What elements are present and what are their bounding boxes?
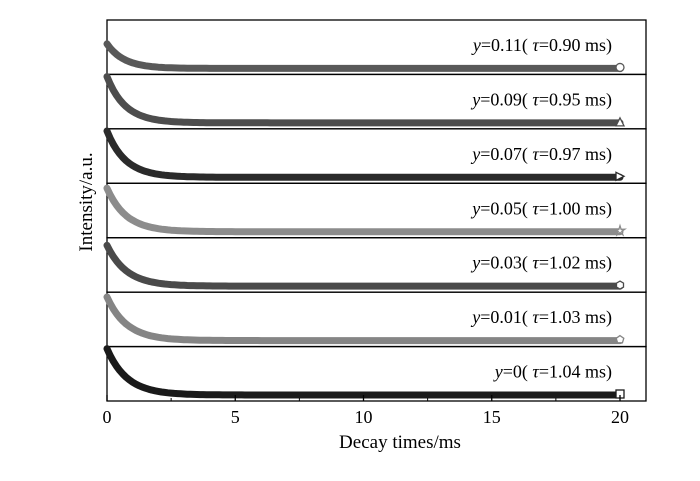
label-value: =0.01( [480, 307, 532, 328]
decay-curve [103, 40, 624, 72]
panel-0: y=0.11( τ=0.90 ms) [103, 19, 647, 76]
label-tau: τ [532, 35, 539, 55]
panel-1: y=0.09( τ=0.95 ms) [103, 73, 647, 130]
label-tau: τ [532, 198, 539, 218]
panel-4: y=0.03( τ=1.02 ms) [103, 237, 647, 293]
panel-label: y=0.07( τ=0.97 ms) [470, 144, 612, 165]
label-variable: y [470, 253, 480, 273]
x-axis: 0 5 10 15 20 [103, 395, 629, 427]
label-variable: y [470, 144, 480, 164]
label-tau: τ [532, 144, 539, 164]
label-tau: τ [532, 253, 539, 273]
end-marker-hexagon [615, 280, 625, 290]
label-tau-value: =0.97 ms) [539, 144, 612, 165]
decay-curve [103, 73, 624, 127]
label-variable: y [493, 362, 503, 382]
end-marker-star [612, 223, 628, 237]
label-tau-value: =0.95 ms) [539, 89, 612, 110]
end-marker-triangle [614, 116, 626, 127]
panel-label: y=0.03( τ=1.02 ms) [470, 253, 612, 274]
decay-curve [103, 184, 624, 236]
label-value: =0.07( [480, 144, 532, 165]
label-value: =0.11( [481, 35, 532, 56]
label-tau: τ [532, 307, 539, 327]
y-axis-label: Intensity/a.u. [76, 152, 97, 251]
x-tick-label: 15 [483, 407, 501, 427]
label-tau: τ [532, 89, 539, 109]
x-tick-label: 0 [103, 407, 112, 427]
x-tick-label: 20 [611, 407, 629, 427]
label-tau-value: =1.04 ms) [539, 362, 612, 383]
label-value: =0.03( [480, 253, 532, 274]
label-value: =0.09( [480, 89, 532, 110]
label-tau-value: =0.90 ms) [539, 35, 612, 56]
x-axis-label: Decay times/ms [339, 432, 461, 453]
panel-6: y=0( τ=1.04 ms) [103, 345, 647, 402]
label-variable: y [470, 307, 480, 327]
label-tau-value: =1.02 ms) [539, 253, 612, 274]
x-tick-label: 5 [231, 407, 240, 427]
end-marker-pentagon [615, 334, 625, 344]
panel-label: y=0.01( τ=1.03 ms) [470, 307, 612, 328]
x-tick-label: 10 [355, 407, 373, 427]
decay-curve [103, 241, 624, 290]
label-value: =0( [503, 362, 533, 383]
decay-curve [103, 293, 624, 345]
label-variable: y [471, 35, 481, 55]
decay-curve [103, 127, 624, 181]
end-marker-circle [615, 62, 625, 73]
label-value: =0.05( [480, 198, 532, 219]
panel-frame [106, 345, 647, 402]
label-variable: y [470, 198, 480, 218]
panel-label: y=0.11( τ=0.90 ms) [471, 35, 612, 56]
stacked-panels: y=0.11( τ=0.90 ms)y=0.09( τ=0.95 ms)y=0.… [103, 19, 647, 402]
end-marker-triangle-right [615, 171, 626, 182]
label-tau: τ [532, 362, 539, 382]
label-tau-value: =1.00 ms) [539, 198, 612, 219]
panel-label: y=0.05( τ=1.00 ms) [470, 198, 612, 219]
panel-2: y=0.07( τ=0.97 ms) [103, 127, 647, 184]
label-tau-value: =1.03 ms) [539, 307, 612, 328]
panel-label: y=0( τ=1.04 ms) [493, 362, 612, 383]
label-variable: y [470, 89, 480, 109]
panel-label: y=0.09( τ=0.95 ms) [470, 89, 612, 110]
panel-5: y=0.01( τ=1.03 ms) [103, 291, 647, 348]
panel-3: y=0.05( τ=1.00 ms) [103, 182, 647, 239]
